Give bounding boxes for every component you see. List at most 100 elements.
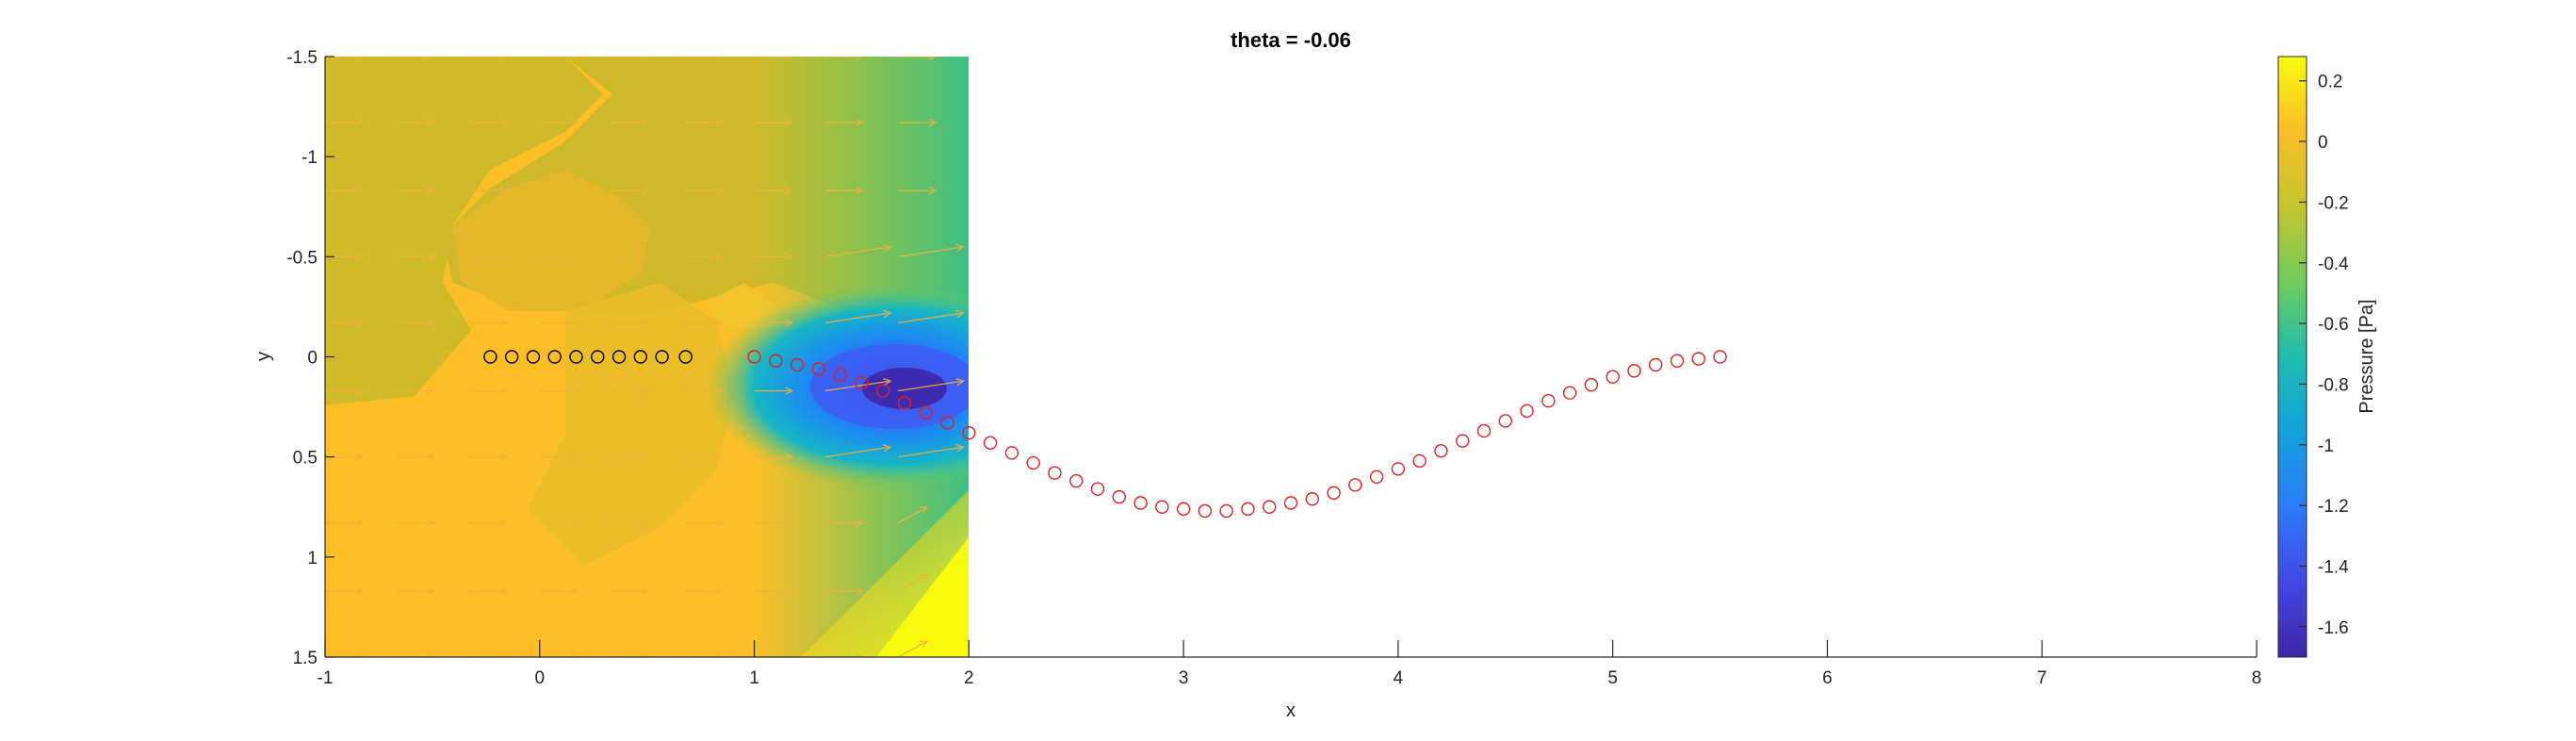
- velocity-arrowhead: [856, 187, 865, 195]
- velocity-arrowhead: [713, 319, 723, 327]
- velocity-arrow: [824, 246, 891, 258]
- velocity-arrowhead: [499, 387, 509, 395]
- velocity-arrowhead: [499, 586, 509, 596]
- trajectory-marker: [1584, 378, 1599, 392]
- velocity-arrow: [824, 380, 891, 392]
- trajectory-marker: [897, 396, 912, 410]
- trajectory-marker: [811, 362, 826, 376]
- velocity-arrowhead: [928, 118, 937, 127]
- velocity-arrowhead: [426, 453, 435, 461]
- body-marker: [655, 350, 669, 364]
- velocity-arrowhead: [856, 652, 865, 657]
- velocity-arrowhead: [641, 519, 650, 527]
- trajectory-marker: [1090, 482, 1105, 496]
- trajectory-marker: [1004, 446, 1019, 460]
- velocity-arrowhead: [426, 519, 435, 527]
- trajectory-marker: [1133, 496, 1148, 510]
- velocity-arrowhead: [499, 319, 509, 327]
- colorbar-tick-label: -0.6: [2318, 315, 2349, 335]
- velocity-arrowhead: [928, 187, 937, 195]
- chart-title: theta = -0.06: [1231, 28, 1351, 52]
- trajectory-marker: [1327, 486, 1341, 501]
- trajectory-marker: [1649, 357, 1663, 372]
- body-marker: [526, 350, 541, 364]
- velocity-arrowhead: [570, 453, 579, 461]
- velocity-arrowhead: [641, 453, 650, 461]
- velocity-arrowhead: [713, 586, 723, 596]
- velocity-arrowhead: [570, 387, 579, 395]
- velocity-arrowhead: [955, 309, 965, 319]
- velocity-arrowhead: [570, 652, 579, 657]
- velocity-arrowhead: [856, 118, 865, 127]
- trajectory-marker: [1048, 466, 1062, 480]
- velocity-arrowhead: [570, 586, 579, 596]
- velocity-arrowhead: [856, 519, 865, 527]
- trajectory-marker: [1498, 414, 1512, 428]
- trajectory-marker: [1520, 403, 1534, 419]
- x-tick-label: 2: [964, 668, 974, 688]
- colorbar-tick-label: 0.2: [2318, 73, 2342, 92]
- velocity-arrowhead: [641, 118, 650, 127]
- velocity-arrowhead: [499, 253, 509, 261]
- x-tick-label: 1: [749, 668, 759, 688]
- y-tick-label: -1.5: [286, 48, 318, 68]
- velocity-arrow: [897, 640, 928, 657]
- trajectory-marker: [1176, 502, 1191, 517]
- velocity-arrowhead: [713, 253, 723, 261]
- colorbar-tick-label: -1.4: [2318, 557, 2349, 577]
- velocity-arrowhead: [919, 574, 929, 583]
- velocity-arrowhead: [785, 586, 794, 596]
- velocity-arrowhead: [499, 519, 509, 527]
- velocity-arrowhead: [641, 57, 650, 61]
- velocity-arrowhead: [713, 118, 723, 127]
- body-marker: [633, 350, 648, 364]
- velocity-arrowhead: [499, 57, 509, 61]
- velocity-arrowhead: [499, 187, 509, 195]
- velocity-arrowhead: [426, 57, 435, 61]
- velocity-arrowhead: [883, 243, 892, 253]
- velocity-arrowhead: [355, 118, 365, 127]
- velocity-arrowhead: [426, 187, 435, 195]
- trajectory-marker: [1369, 469, 1384, 485]
- velocity-arrowhead: [928, 57, 937, 61]
- trajectory-marker: [1263, 500, 1277, 514]
- velocity-arrow: [969, 313, 1034, 322]
- velocity-arrowhead: [641, 652, 650, 657]
- trajectory-marker: [983, 436, 998, 451]
- y-tick-label: 1: [307, 549, 318, 568]
- velocity-arrow: [898, 312, 964, 324]
- trajectory-marker: [1112, 489, 1126, 504]
- x-tick-label: 6: [1822, 668, 1833, 688]
- trajectory-marker: [1348, 478, 1362, 492]
- velocity-arrowhead: [355, 519, 365, 527]
- x-tick-label: 0: [534, 668, 545, 688]
- colorbar-label: Pressure [Pa]: [2356, 299, 2377, 413]
- velocity-arrowhead: [883, 444, 892, 453]
- velocity-arrow: [968, 522, 969, 523]
- velocity-arrowhead: [919, 506, 929, 514]
- trajectory-marker: [919, 405, 933, 420]
- velocity-arrow: [824, 312, 891, 324]
- x-tick-label: 7: [2037, 668, 2047, 688]
- body-marker: [678, 350, 693, 364]
- trajectory-marker: [1562, 386, 1577, 400]
- y-tick-label: -0.5: [286, 248, 318, 268]
- trajectory-marker: [962, 425, 976, 440]
- velocity-arrowhead: [990, 507, 998, 514]
- velocity-arrowhead: [713, 57, 723, 61]
- velocity-arrowhead: [883, 377, 892, 387]
- velocity-arrowhead: [713, 652, 723, 657]
- velocity-arrow: [897, 574, 928, 592]
- velocity-arrow: [969, 247, 1034, 256]
- colorbar-tick-label: -1: [2318, 436, 2334, 456]
- trajectory-marker: [940, 416, 954, 430]
- velocity-arrowhead: [570, 253, 579, 261]
- velocity-arrowhead: [426, 253, 435, 261]
- velocity-arrowhead: [883, 309, 892, 319]
- y-tick-label: -1: [302, 148, 318, 168]
- velocity-arrowhead: [355, 187, 365, 195]
- velocity-arrowhead: [1000, 119, 1006, 125]
- velocity-arrowhead: [426, 586, 435, 596]
- velocity-arrowhead: [641, 586, 650, 596]
- velocity-arrowhead: [785, 253, 794, 261]
